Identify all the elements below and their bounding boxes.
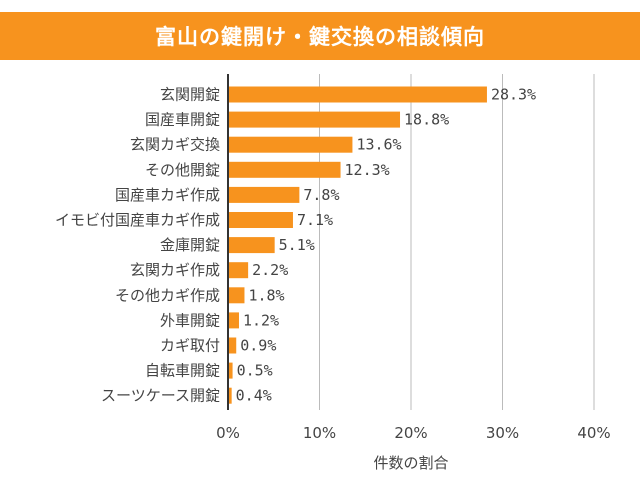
data-label: 13.6% bbox=[356, 136, 401, 154]
bar bbox=[228, 262, 249, 279]
data-label: 12.3% bbox=[345, 161, 390, 179]
category-label: その他開錠 bbox=[145, 161, 220, 179]
category-label: その他カギ作成 bbox=[115, 286, 220, 304]
category-label: 国産車カギ作成 bbox=[115, 186, 220, 204]
category-label: 自転車開錠 bbox=[145, 362, 220, 380]
x-axis-title: 件数の割合 bbox=[373, 454, 448, 472]
bar bbox=[228, 287, 245, 304]
x-tick-label: 30% bbox=[486, 424, 519, 442]
data-label: 28.3% bbox=[491, 86, 536, 104]
data-label: 1.8% bbox=[248, 286, 284, 304]
category-label: カギ取付 bbox=[160, 337, 220, 355]
data-label: 0.5% bbox=[237, 362, 273, 380]
data-label: 2.2% bbox=[252, 261, 288, 279]
bar bbox=[228, 186, 300, 203]
data-label: 7.8% bbox=[303, 186, 339, 204]
data-label: 7.1% bbox=[297, 211, 333, 229]
data-label: 1.2% bbox=[243, 311, 279, 329]
x-tick-label: 40% bbox=[577, 424, 610, 442]
category-label: 国産車開錠 bbox=[145, 111, 220, 129]
chart-title: 富山の鍵開け・鍵交換の相談傾向 bbox=[155, 25, 485, 49]
x-tick-label: 10% bbox=[303, 424, 336, 442]
x-tick-label: 0% bbox=[216, 424, 240, 442]
bar bbox=[228, 111, 401, 128]
title-band: 富山の鍵開け・鍵交換の相談傾向 bbox=[0, 12, 640, 60]
data-label: 0.4% bbox=[236, 387, 272, 405]
category-label: イモビ付国産車カギ作成 bbox=[55, 211, 220, 229]
bar bbox=[228, 362, 233, 379]
bar bbox=[228, 86, 487, 103]
x-tick-label: 20% bbox=[394, 424, 427, 442]
bar bbox=[228, 237, 275, 254]
bar bbox=[228, 161, 341, 178]
data-label: 0.9% bbox=[240, 337, 276, 355]
category-label: 玄関カギ作成 bbox=[130, 261, 220, 279]
bar bbox=[228, 136, 353, 153]
category-label: スーツケース開錠 bbox=[101, 387, 220, 405]
category-label: 玄関開錠 bbox=[160, 86, 220, 104]
bar bbox=[228, 387, 232, 404]
bar bbox=[228, 312, 239, 329]
title-bar: 富山の鍵開け・鍵交換の相談傾向 bbox=[0, 0, 640, 70]
bar bbox=[228, 337, 237, 354]
bar bbox=[228, 212, 293, 228]
category-label: 金庫開錠 bbox=[160, 236, 220, 254]
category-label: 外車開錠 bbox=[160, 311, 220, 329]
data-label: 5.1% bbox=[279, 236, 315, 254]
data-label: 18.8% bbox=[404, 111, 449, 129]
category-label: 玄関カギ交換 bbox=[130, 136, 220, 154]
